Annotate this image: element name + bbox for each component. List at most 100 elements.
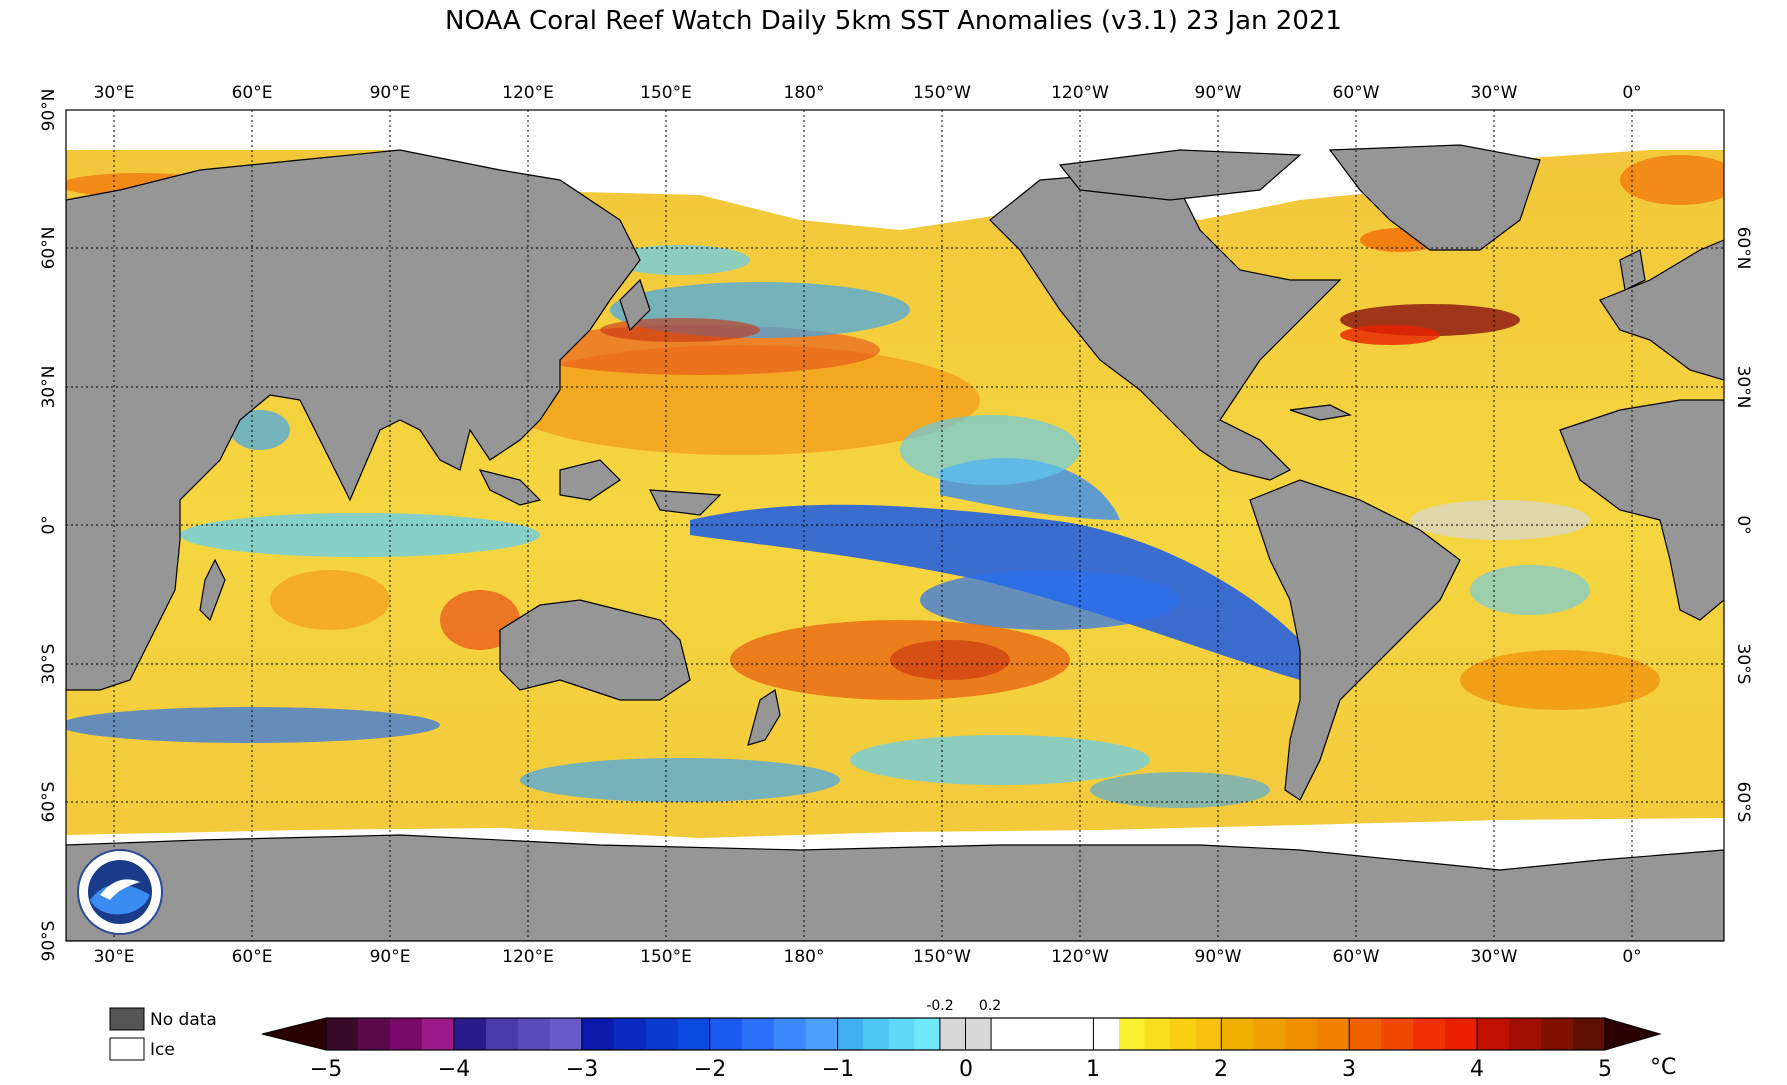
no-data-label: No data bbox=[150, 1010, 217, 1030]
colorbar-segment bbox=[357, 1018, 391, 1050]
colorbar-max-arrow bbox=[1604, 1017, 1662, 1051]
lon-label: 120°E bbox=[502, 83, 554, 103]
lon-label: 150°E bbox=[640, 83, 692, 103]
map-frame bbox=[65, 109, 1725, 942]
colorbar-tick: 5 bbox=[1598, 1057, 1612, 1082]
colorbar-unit: °C bbox=[1650, 1055, 1676, 1080]
data-legend: No data Ice bbox=[109, 1007, 217, 1061]
lon-label: 60°W bbox=[1333, 83, 1380, 103]
colorbar-segment bbox=[805, 1018, 839, 1050]
lon-label: 60°E bbox=[232, 947, 273, 967]
colorbar-tick: 0 bbox=[959, 1057, 973, 1082]
colorbar: -0.2 0.2 −5 −4 −3 −2 −1 0 1 2 3 4 5 °C bbox=[261, 998, 1676, 1082]
colorbar-tick: −4 bbox=[438, 1057, 470, 1082]
lon-label: 60°E bbox=[232, 83, 273, 103]
colorbar-segment bbox=[1317, 1018, 1350, 1050]
colorbar-segment bbox=[485, 1018, 519, 1050]
colorbar-segment bbox=[453, 1018, 487, 1050]
colorbar-segment bbox=[1221, 1018, 1254, 1050]
lon-label: 30°E bbox=[94, 947, 135, 967]
colorbar-frame bbox=[325, 1017, 1606, 1051]
colorbar-segment bbox=[549, 1018, 583, 1050]
colorbar-tick: −2 bbox=[694, 1057, 726, 1082]
lon-label: 0° bbox=[1622, 83, 1641, 103]
colorbar-inner-tick: -0.2 bbox=[926, 998, 953, 1014]
colorbar-segment bbox=[517, 1018, 551, 1050]
colorbar-tick-labels: −5 −4 −3 −2 −1 0 1 2 3 4 5 bbox=[310, 1057, 1612, 1082]
colorbar-min-arrow bbox=[261, 1017, 327, 1051]
lon-label: 180° bbox=[784, 947, 825, 967]
map-area bbox=[66, 110, 1724, 941]
colorbar-segment bbox=[709, 1018, 743, 1050]
colorbar-segment bbox=[1413, 1018, 1446, 1050]
lon-label: 30°E bbox=[94, 83, 135, 103]
colorbar-segment bbox=[837, 1018, 864, 1050]
longitude-labels-top: 30°E 60°E 90°E 120°E 150°E 180° 150°W 12… bbox=[94, 83, 1642, 103]
lat-label: 60°N bbox=[39, 227, 59, 270]
map-title: NOAA Coral Reef Watch Daily 5km SST Anom… bbox=[445, 6, 1342, 36]
colorbar-segment bbox=[421, 1018, 455, 1050]
lon-label: 120°W bbox=[1051, 947, 1109, 967]
lon-label: 150°E bbox=[640, 947, 692, 967]
lat-label: 30°S bbox=[39, 644, 59, 685]
no-data-swatch bbox=[109, 1007, 145, 1031]
lon-label: 90°W bbox=[1195, 83, 1242, 103]
colorbar-tick: 4 bbox=[1470, 1057, 1484, 1082]
lon-label: 30°W bbox=[1471, 947, 1518, 967]
colorbar-segment bbox=[888, 1018, 915, 1050]
noaa-logo bbox=[77, 849, 163, 935]
graticule bbox=[66, 110, 1724, 941]
lat-label: 90°S bbox=[39, 921, 59, 962]
lon-label: 150°W bbox=[913, 947, 971, 967]
longitude-labels-bottom: 30°E 60°E 90°E 120°E 150°E 180° 150°W 12… bbox=[94, 947, 1642, 967]
colorbar-tick: −5 bbox=[310, 1057, 342, 1082]
colorbar-segment bbox=[677, 1018, 711, 1050]
colorbar-segment bbox=[1144, 1018, 1171, 1050]
colorbar-segment bbox=[326, 1018, 359, 1050]
anomaly-patches bbox=[66, 155, 1724, 808]
lat-label: 0° bbox=[1733, 515, 1753, 534]
colorbar-segment bbox=[1381, 1018, 1414, 1050]
colorbar-segment bbox=[1170, 1018, 1197, 1050]
lat-label: 90°N bbox=[39, 89, 59, 132]
colorbar-inner-tick: 0.2 bbox=[979, 998, 1001, 1014]
ice-swatch bbox=[109, 1037, 145, 1061]
colorbar-segment bbox=[773, 1018, 807, 1050]
colorbar-tick: 3 bbox=[1342, 1057, 1356, 1082]
colorbar-segment bbox=[1445, 1018, 1478, 1050]
land-masses bbox=[66, 144, 1724, 941]
colorbar-segment bbox=[1509, 1018, 1542, 1050]
colorbar-segment bbox=[1195, 1018, 1222, 1050]
colorbar-segment bbox=[1477, 1018, 1510, 1050]
colorbar-tick: −3 bbox=[566, 1057, 598, 1082]
colorbar-segment bbox=[914, 1018, 941, 1050]
colorbar-tick: −1 bbox=[822, 1057, 854, 1082]
colorbar-segment bbox=[1541, 1018, 1574, 1050]
latitude-labels-left: 90°N 60°N 30°N 0° 30°S 60°S 90°S bbox=[39, 89, 59, 962]
colorbar-segment bbox=[1118, 1018, 1146, 1050]
lon-label: 120°W bbox=[1051, 83, 1109, 103]
lon-label: 90°W bbox=[1195, 947, 1242, 967]
colorbar-segment bbox=[613, 1018, 647, 1050]
colorbar-segment bbox=[1573, 1018, 1606, 1050]
lat-label: 60°S bbox=[1733, 782, 1753, 823]
lat-label: 30°N bbox=[1733, 366, 1753, 409]
lat-label: 60°S bbox=[39, 782, 59, 823]
lon-label: 0° bbox=[1622, 947, 1641, 967]
colorbar-segment bbox=[1285, 1018, 1318, 1050]
lon-label: 120°E bbox=[502, 947, 554, 967]
lon-label: 150°W bbox=[913, 83, 971, 103]
lon-label: 90°E bbox=[370, 947, 411, 967]
lat-label: 30°S bbox=[1733, 644, 1753, 685]
lon-label: 90°E bbox=[370, 83, 411, 103]
colorbar-segment bbox=[389, 1018, 423, 1050]
lon-label: 180° bbox=[784, 83, 825, 103]
lat-label: 30°N bbox=[39, 366, 59, 409]
lat-label: 0° bbox=[39, 515, 59, 534]
colorbar-segment bbox=[645, 1018, 679, 1050]
lat-label: 60°N bbox=[1733, 227, 1753, 270]
lon-label: 60°W bbox=[1333, 947, 1380, 967]
colorbar-segment bbox=[863, 1018, 890, 1050]
colorbar-tick: 2 bbox=[1214, 1057, 1228, 1082]
